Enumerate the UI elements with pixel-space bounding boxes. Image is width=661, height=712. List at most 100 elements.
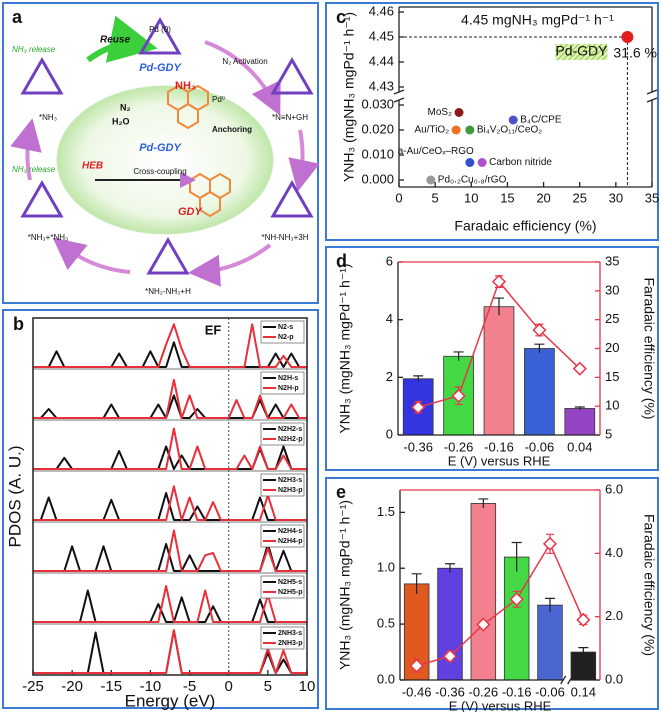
panel-frame — [325, 2, 659, 241]
x-axis-label: E (V) versus RHE — [449, 698, 552, 712]
error-bar — [534, 343, 545, 353]
center-label: Anchoring — [212, 125, 252, 134]
point — [621, 31, 634, 43]
legend-label: N2H-p — [278, 385, 299, 392]
x-tick-label: -0.26 — [444, 439, 474, 454]
axis-break — [567, 675, 574, 685]
fe-point — [572, 361, 587, 376]
y-tick-label: 0.0 — [377, 671, 395, 686]
bar — [483, 306, 515, 436]
pdos-curve — [33, 323, 307, 368]
state-label: *N≡N+GH — [272, 113, 308, 122]
bar — [470, 503, 497, 681]
pdos-curve — [33, 629, 307, 674]
bar — [564, 408, 596, 436]
y2-axis-label: Faradaic efficiency (%) — [641, 277, 657, 419]
fe-point — [476, 617, 491, 632]
x-tick-label: 0 — [395, 190, 402, 205]
y-axis-label: PDOS (A. U.) — [5, 445, 24, 547]
x-tick-label: 15 — [500, 190, 514, 205]
legend-label: N2H4-s — [278, 528, 302, 535]
cycle-arrow — [10, 118, 42, 181]
x-tick-label: -0.16 — [502, 684, 532, 699]
y2-tick-label: 15 — [605, 369, 619, 384]
panel-label: c — [336, 7, 346, 27]
y-tick-label: 4.44 — [369, 53, 394, 68]
y2-tick-label: 0.0 — [605, 671, 623, 686]
fe-point — [542, 536, 558, 551]
triangle — [20, 56, 64, 95]
point — [465, 125, 475, 135]
x-tick-label: -0.06 — [525, 439, 555, 454]
x-tick-label: -10 — [140, 678, 162, 695]
legend-label: N2H4-p — [278, 538, 303, 545]
center-label: Cross-coupling — [133, 167, 186, 176]
legend-label: N2H-s — [278, 375, 298, 382]
axis-break — [560, 675, 567, 685]
y-tick-label: 1.5 — [377, 504, 395, 519]
bar — [570, 651, 597, 681]
triangle — [270, 179, 314, 218]
x-axis-label: Faradaic efficiency (%) — [454, 218, 596, 234]
error-bar — [411, 573, 422, 594]
y-tick-label: 0.030 — [361, 96, 394, 111]
x-tick-label: 5 — [432, 190, 439, 205]
x-tick-label: 20 — [536, 190, 550, 205]
legend-label: N2-p — [278, 334, 294, 341]
pdos-curve — [33, 485, 307, 521]
point — [451, 125, 461, 135]
label-box — [555, 44, 608, 60]
pd-label: Pd (0) — [149, 25, 171, 34]
fe-point — [451, 388, 466, 403]
x-tick-label: -0.16 — [484, 439, 514, 454]
center-label: H₂O — [112, 116, 130, 126]
center-label: HEB — [82, 161, 103, 172]
y-tick-label: 4.46 — [369, 3, 394, 18]
panel-label: a — [12, 7, 23, 27]
state-label: *NH₂-NH₃+H — [145, 287, 191, 296]
activation-label: N₂ Activation — [222, 57, 267, 66]
x-tick-label: -0.36 — [403, 439, 433, 454]
bar — [537, 604, 563, 681]
x-tick-label: 35 — [645, 190, 659, 205]
point-label: Bi₄V₂O₁₁/CeO₂ — [477, 125, 542, 136]
reuse-label: Reuse — [100, 35, 130, 46]
legend-label: N2H3-p — [278, 487, 303, 494]
legend-label: N2H2-s — [278, 426, 302, 433]
pdos-curve — [33, 341, 307, 368]
point-label: Pd-GDY — [555, 43, 608, 59]
x-tick-label: 10 — [299, 678, 316, 695]
error-bar — [445, 563, 455, 573]
center-label: NH₃ — [175, 80, 196, 92]
legend-label: 2NH3-p — [278, 640, 303, 647]
legend-label: 2NH3-s — [278, 630, 302, 637]
hexagon — [199, 190, 221, 218]
x-axis-label: E (V) versus RHE — [448, 453, 551, 468]
y-tick-label: 0.010 — [361, 146, 394, 161]
center-label: Pd⁰ — [212, 95, 225, 104]
y-tick-label: 0.020 — [361, 121, 394, 136]
panel-label: e — [336, 482, 346, 502]
annotation: 31.6 % — [613, 45, 657, 61]
hexagon — [177, 102, 199, 130]
point — [426, 175, 436, 185]
state-label: *NH-NH₃+3H — [261, 233, 308, 242]
cycle-arrow — [204, 40, 281, 116]
panel-label: d — [336, 251, 347, 271]
gdy-mesh — [167, 84, 231, 218]
fe-point — [532, 322, 547, 338]
center-label: N₂ — [120, 102, 131, 112]
y-axis-label: YNH₃ (mgNH₃ mgPd⁻¹ h⁻¹) — [337, 263, 353, 433]
release-label: NH₃ release — [12, 165, 56, 174]
y-tick-label: 6 — [386, 253, 393, 268]
axis-break — [646, 89, 658, 95]
y-axis-label: YNH₃ (mgNH₃ mgPd⁻¹ h⁻¹) — [337, 500, 353, 670]
axis-break — [646, 97, 658, 103]
error-bar — [453, 351, 464, 361]
fe-point — [576, 612, 591, 627]
x-tick-label: 30 — [609, 190, 623, 205]
point-label: B₄C/CPE — [520, 115, 562, 126]
y2-tick-label: 25 — [605, 311, 619, 326]
